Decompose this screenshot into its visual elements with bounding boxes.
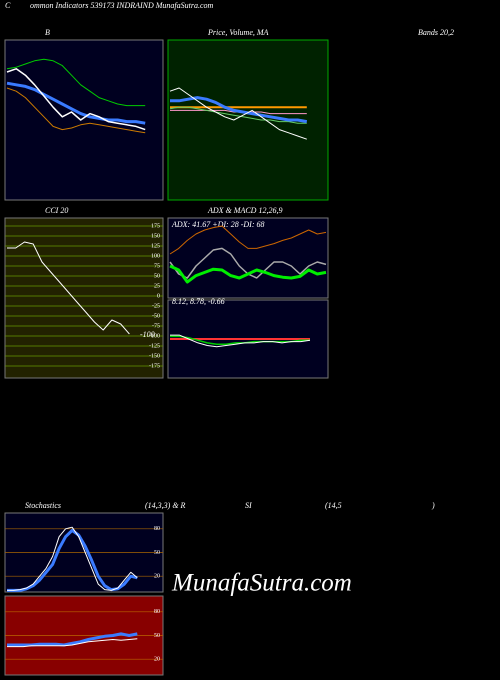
chart-title: Price, Volume, MA: [207, 28, 269, 37]
y-tick-label: -150: [149, 353, 160, 359]
header-title: ommon Indicators 539173 INDRAIND MunafaS…: [30, 1, 214, 10]
panel: [4, 39, 164, 201]
y-tick-label: -75: [152, 323, 160, 329]
indicator-line: [6, 81, 146, 125]
watermark: MunafaSutra.com: [171, 570, 352, 597]
y-tick-label: 25: [154, 283, 160, 289]
y-tick-label: 75: [154, 263, 160, 269]
y-tick-label: -125: [149, 343, 160, 349]
y-tick-label: 150: [151, 233, 160, 239]
y-tick-label: -175: [149, 363, 160, 369]
chart-title: B: [45, 28, 50, 37]
chart-note: ): [431, 501, 435, 510]
y-tick-label: 0: [157, 293, 160, 299]
indicator-line: [6, 68, 146, 131]
chart-title: SI: [245, 501, 252, 510]
chart-title: CCI 20: [45, 206, 68, 215]
chart-annotation: 8.12, 8.78, -0.66: [172, 297, 225, 306]
indicator-line: [6, 87, 146, 134]
y-tick-label: 100: [151, 253, 160, 259]
indicator-line: [7, 526, 138, 591]
indicator-line: [7, 638, 138, 648]
indicator-line: [6, 58, 146, 107]
indicator-line: [170, 335, 310, 345]
indicator-line: [7, 632, 138, 647]
indicator-line: [169, 106, 307, 124]
y-tick-label: -50: [152, 313, 160, 319]
indicator-line: [170, 334, 311, 348]
y-tick-label: 50: [154, 633, 160, 639]
chart-annotation: -100: [140, 330, 155, 339]
y-tick-label: 175: [151, 223, 160, 229]
y-tick-label: 125: [151, 243, 160, 249]
panel: [167, 217, 329, 299]
chart-subtitle: (14,3,3) & R: [145, 501, 186, 510]
chart-title: Stochastics: [25, 501, 61, 510]
y-tick-label: 20: [154, 574, 160, 580]
chart-subtitle: (14,5: [325, 501, 342, 510]
y-tick-label: 80: [154, 526, 160, 532]
indicator-line: [169, 225, 327, 255]
indicator-line: [169, 87, 307, 140]
y-tick-label: -25: [152, 303, 160, 309]
chart-title: ADX & MACD 12,26,9: [207, 206, 282, 215]
header-letter: C: [5, 1, 11, 10]
indicator-line: [7, 241, 130, 335]
indicator-line: [169, 264, 327, 284]
indicator-line: [170, 96, 308, 124]
y-tick-label: 80: [154, 609, 160, 615]
chart-subtitle: Bands 20,2: [418, 28, 454, 37]
chart-annotation: ADX: 41.67 +DI: 28 -DI: 68: [171, 220, 265, 229]
y-tick-label: -100: [149, 333, 160, 339]
panel: [4, 217, 164, 379]
y-tick-label: 20: [154, 657, 160, 663]
y-tick-label: 50: [154, 550, 160, 556]
y-tick-label: 50: [154, 273, 160, 279]
